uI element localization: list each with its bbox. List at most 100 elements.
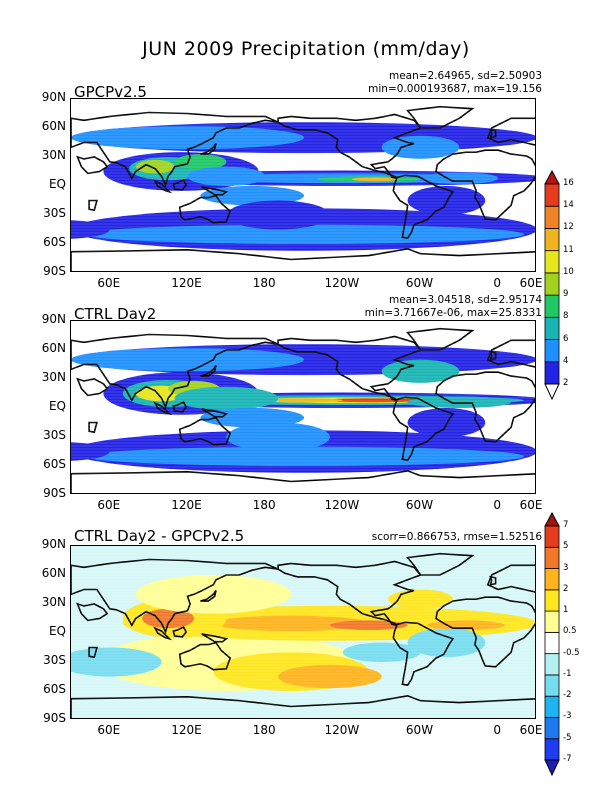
coastline [489, 350, 497, 361]
colorbar-tick-label: 14 [563, 200, 574, 211]
colorbar-svg [544, 170, 560, 400]
map-canvas [71, 546, 535, 718]
lon-label: 120W [324, 723, 360, 737]
colorbar-tick-label: -5 [563, 732, 572, 743]
coastline [201, 633, 229, 643]
colorbar-box [544, 546, 560, 569]
lon-label: 60W [405, 498, 434, 512]
precip-contour-fill [71, 126, 304, 150]
precip-contour-fill [323, 398, 427, 403]
colorbar-box [544, 183, 560, 207]
lat-label: 30N [41, 370, 66, 384]
precip-contour-fill [71, 220, 110, 239]
coastline [489, 575, 497, 586]
coastline [486, 564, 535, 593]
map-canvas [71, 100, 535, 271]
coastline [71, 469, 535, 493]
colorbar-box [544, 339, 560, 363]
coastline [277, 113, 422, 180]
colorbar-cap-top [544, 170, 560, 185]
lat-label: 60S [43, 457, 66, 471]
panel-2-stats-line1: mean=3.04518, sd=2.95174 [388, 294, 542, 306]
precip-contour-fill [135, 159, 175, 174]
panel-3-stats-line1: scorr=0.866753, rmse=1.52516 [371, 531, 542, 543]
coastline [201, 186, 229, 196]
colorbar-box [544, 568, 560, 591]
diff-contour-fill [329, 620, 408, 631]
diff-contour-fill [71, 647, 162, 677]
colorbar-tick-label: 7 [563, 520, 569, 530]
lat-label: EQ [48, 177, 66, 191]
lat-label: 60S [43, 682, 66, 696]
precip-contour-fill [174, 386, 279, 410]
coastline [71, 333, 279, 410]
lat-label: EQ [48, 624, 66, 638]
map-panel-diff [70, 545, 536, 719]
colorbar-box [544, 250, 560, 274]
coastline [71, 111, 279, 188]
colorbar-box [544, 205, 560, 229]
precip-contour-fill [226, 200, 330, 230]
colorbar-tick-label: 4 [563, 355, 569, 366]
lon-label: 120W [324, 498, 360, 512]
coastline [200, 590, 217, 602]
coastline [178, 416, 232, 446]
colorbar-tick-label: -0.5 [563, 647, 580, 658]
colorbar-box [544, 294, 560, 318]
lon-label: 120E [171, 498, 202, 512]
diff-contour-fill [213, 615, 369, 632]
precip-contour-fill [187, 166, 266, 186]
coastline [392, 396, 455, 462]
coastline [178, 194, 232, 224]
coastline [435, 371, 535, 443]
figure-title: JUN 2009 Precipitation (mm/day) [142, 38, 470, 60]
colorbar-box [544, 717, 560, 740]
coastline [172, 401, 188, 413]
coastline [88, 421, 98, 434]
coastline [153, 401, 173, 416]
colorbar-box [544, 228, 560, 252]
colorbar-tick-label: 2 [563, 378, 569, 388]
colorbar-tick-label: 10 [563, 266, 574, 277]
map-canvas [71, 322, 535, 493]
coastline [201, 408, 229, 418]
diff-contour-fill [426, 620, 505, 631]
precip-contour-fill [407, 396, 512, 408]
colorbar-cap-top [544, 512, 560, 527]
coastline [76, 155, 109, 175]
colorbar-box [544, 316, 560, 340]
colorbar-tick-label: -1 [563, 668, 572, 679]
colorbar-box [544, 674, 560, 697]
lat-label: 90N [41, 537, 66, 551]
lon-label: 180 [252, 498, 276, 512]
lon-label: 0 [493, 276, 501, 290]
precip-contour-fill [420, 172, 499, 185]
colorbar-cap-bottom [544, 383, 560, 400]
coastline [486, 117, 535, 146]
lat-label: 90N [41, 312, 66, 326]
map-panel-ctrl [70, 320, 536, 494]
colorbar-box [544, 695, 560, 718]
diff-contour-fill [407, 628, 486, 658]
lat-label: 60N [41, 566, 66, 580]
colorbar-box [544, 525, 560, 548]
coastline [88, 646, 98, 659]
coastline [153, 179, 173, 194]
colorbar-tick-label: 8 [563, 311, 569, 322]
coastline [178, 641, 232, 671]
coastline [200, 365, 217, 377]
lon-label: 120E [171, 276, 202, 290]
panel-1-stats: mean=2.64965, sd=2.50903 min=0.000193687… [368, 70, 542, 96]
colorbar-tick-label: -7 [563, 754, 572, 764]
coastline [486, 339, 535, 368]
coastline [392, 174, 455, 240]
lat-label: 30N [41, 595, 66, 609]
precip-contour-fill [226, 422, 330, 452]
lon-label: 0 [493, 723, 501, 737]
panel-2-stats-line2: min=3.71667e-06, max=25.8331 [364, 307, 542, 319]
colorbar-tick-label: 11 [563, 244, 574, 255]
lon-label: 120E [171, 723, 202, 737]
diff-contour-fill [142, 608, 194, 629]
lon-label: 60E [97, 276, 121, 290]
lat-label: 90S [43, 711, 66, 725]
